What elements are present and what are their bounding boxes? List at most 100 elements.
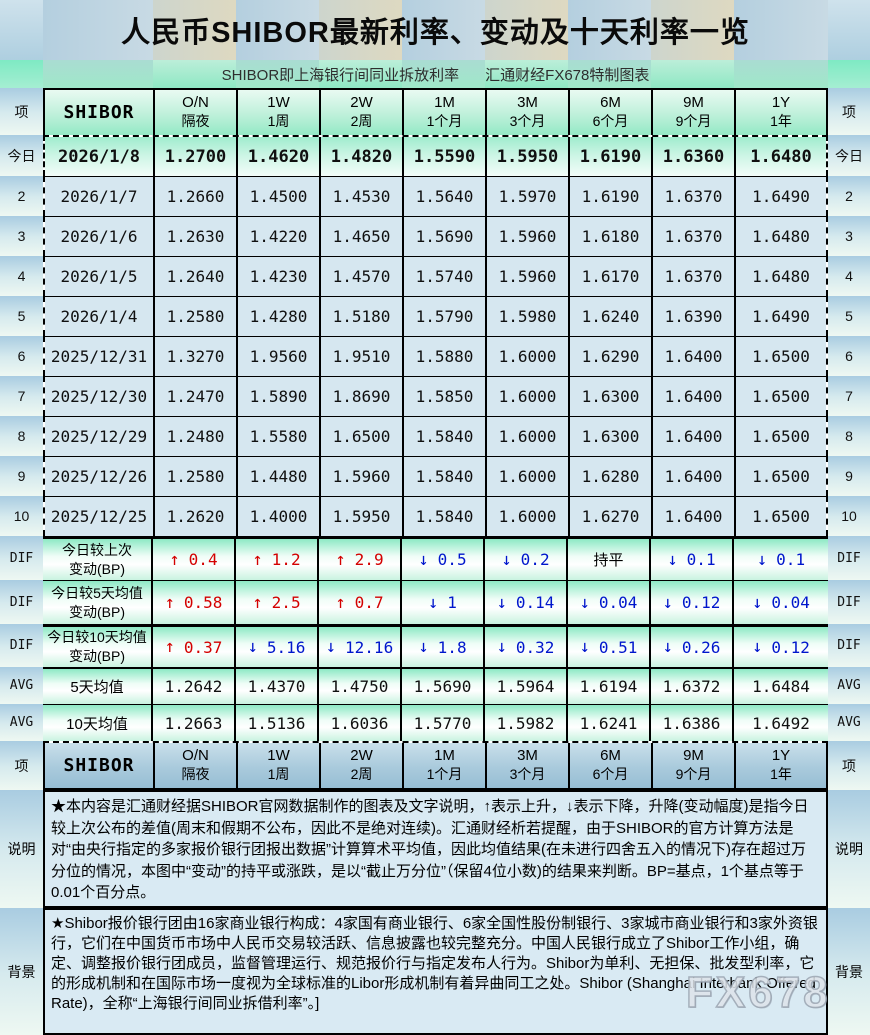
down-arrow-icon: ↓ [496,592,507,613]
down-arrow-icon: ↓ [667,549,678,570]
rate-row-main: 2026/1/8 1.2700 1.4620 1.4820 1.5590 1.5950 1.… [43,135,828,176]
avg-value-cell: 1.4750 [319,669,402,704]
tenor-header-cell: 1Y 1年 [736,90,826,135]
page-subtitle: SHIBOR即上海银行间同业拆放利率 汇通财经FX678特制图表 [43,60,828,88]
avg-row-main: 5天均值 1.2642 1.4370 1.4750 1.5690 1.5964 1.6194… [43,667,828,704]
row-label-shuoming-left: 说明 [0,790,43,908]
avg-value-cell: 1.2642 [153,669,236,704]
dif-value-cell: ↓ 0.26 [651,627,734,667]
rate-value-cell: 1.4650 [321,217,404,256]
dif-value-cell: ↓ 0.1 [651,539,734,580]
dif-value-cell: ↑ 2.5 [236,581,319,624]
avg-value-cell: 1.6372 [651,669,734,704]
row-edge-label: 4 [828,256,870,296]
row-edge-label: DIF [828,624,870,667]
header-main: SHIBOR O/N 隔夜 1W 1周 2W 2周 1M 1个月 3M 3个月 6M 6个月 9M 9个月 1… [43,741,828,790]
row-edge-label: AVG [0,704,43,741]
banner-stripe [153,60,236,88]
dif-value-cell: ↓ 0.32 [485,627,568,667]
rate-value-cell: 1.2580 [155,297,238,336]
row-edge-label: 3 [0,216,43,256]
rate-value-cell: 1.6360 [653,137,736,176]
down-arrow-icon: ↓ [496,637,507,657]
banner-title-stripes [0,0,870,60]
banner-stripe [485,60,568,88]
rate-value-cell: 1.5640 [404,177,487,216]
row-edge-label: 5 [828,296,870,336]
rate-value-cell: 1.6270 [570,497,653,536]
rate-value-cell: 1.6300 [570,417,653,456]
down-arrow-icon: ↓ [418,637,429,657]
rate-value-cell: 1.6000 [487,497,570,536]
avg-row: AVG 5天均值 1.2642 1.4370 1.4750 1.5690 1.5964 1.6… [0,667,870,704]
tenor-header-cell: O/N 隔夜 [155,90,238,135]
rate-value-cell: 1.4530 [321,177,404,216]
row-edge-label: DIF [0,580,43,624]
rate-value-cell: 1.6400 [653,457,736,496]
banner-stripe [0,0,43,60]
banner-stripe [319,60,402,88]
header-row: 项 SHIBOR O/N 隔夜 1W 1周 2W 2周 1M 1个月 3M 3个月 6M 6个月 9M 9个月… [0,741,870,790]
row-edge-label: 3 [828,216,870,256]
down-arrow-icon: ↓ [428,592,439,613]
tenor-code: 1Y [771,747,791,765]
dif-value-cell: ↓ 1 [402,581,485,624]
rate-value-cell: 1.5790 [404,297,487,336]
dif-label-line1: 今日较10天均值 [47,629,147,646]
tenor-header-cell: 6M 6个月 [570,743,653,788]
rate-value-cell: 1.6480 [736,137,826,176]
dif-value-cell: ↓ 0.12 [734,627,828,667]
dif-value-cell: ↓ 0.12 [651,581,734,624]
date-cell: 2025/12/31 [45,337,155,376]
date-cell: 2025/12/29 [45,417,155,456]
rate-value-cell: 1.2470 [155,377,238,416]
dif-row-main: 今日较上次 变动(BP) ↑ 0.4 ↑ 1.2 ↑ 2.9 ↓ 0.5 ↓ 0.2 持平 ↓ 0.1 ↓ 0.… [43,536,828,580]
dif-value: 0.26 [681,637,721,657]
tenor-code: 1W [267,747,290,765]
tenor-code: 1W [267,94,290,112]
table-row: 2 2026/1/7 1.2660 1.4500 1.4530 1.5640 1.5970 1… [0,176,870,216]
rate-row-main: 2025/12/31 1.3270 1.9560 1.9510 1.5880 1.6000… [43,336,828,376]
tenor-header-cell: 6M 6个月 [570,90,653,135]
avg-value-cell: 1.6036 [319,705,402,741]
banner-stripe [402,0,485,60]
tenor-sub: 6个月 [592,766,629,783]
dif-row: DIF 今日较10天均值 变动(BP) ↑ 0.37 ↓ 5.16 ↓ 12.16 ↓ 1.8 ↓ 0.… [0,624,870,667]
row-edge-label: 7 [0,376,43,416]
table-row: 6 2025/12/31 1.3270 1.9560 1.9510 1.5880 1.600… [0,336,870,376]
dif-value: 0.14 [515,593,555,612]
flat-label: 持平 [593,552,624,569]
dif-value-cell: 持平 [568,539,651,580]
banner-stripe [43,60,153,88]
avg-row: AVG 10天均值 1.2663 1.5136 1.6036 1.5770 1.5982 1.… [0,704,870,741]
banner-stripe [0,60,43,88]
tenor-sub: 1年 [770,113,792,130]
rate-value-cell: 1.2640 [155,257,238,296]
rate-value-cell: 1.6280 [570,457,653,496]
row-edge-label: 2 [0,176,43,216]
banner-stripe [485,0,568,60]
tenor-code: O/N [182,747,209,765]
avg-value-cell: 1.6194 [568,669,651,704]
tenor-sub: 1个月 [426,113,463,130]
row-edge-label: 今日 [0,135,43,176]
tenor-header-cell: 1M 1个月 [404,90,487,135]
rate-value-cell: 1.6490 [736,297,826,336]
rate-value-cell: 1.6490 [736,177,826,216]
down-arrow-icon: ↓ [247,637,258,657]
tenor-sub: 1个月 [426,766,463,783]
corner-label: 项 [828,88,870,135]
tenor-sub: 隔夜 [181,766,210,783]
avg-label-cell: 10天均值 [43,705,153,741]
dif-value-cell: ↓ 1.8 [402,627,485,667]
dif-value: 0.04 [771,593,810,612]
header-row: 项 SHIBOR O/N 隔夜 1W 1周 2W 2周 1M 1个月 3M 3个月 6M 6个月 9M 9个月… [0,88,870,135]
tenor-code: 3M [517,747,538,765]
dif-label-line1: 今日较5天均值 [51,584,143,601]
rate-value-cell: 1.6290 [570,337,653,376]
date-cell: 2025/12/26 [45,457,155,496]
down-arrow-icon: ↓ [501,549,512,570]
rate-value-cell: 1.5880 [404,337,487,376]
banner-stripe [734,0,828,60]
rate-value-cell: 1.4570 [321,257,404,296]
